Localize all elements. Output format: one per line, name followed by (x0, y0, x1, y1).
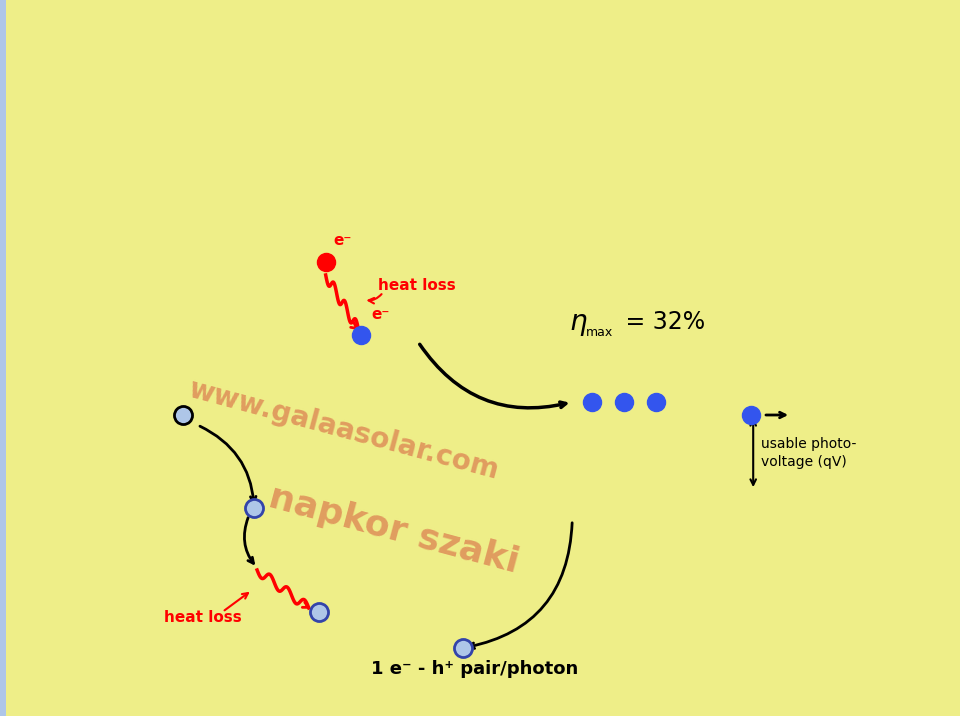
Text: max: max (587, 326, 613, 339)
Text: www.galaasolar.com: www.galaasolar.com (185, 375, 502, 485)
Text: heat loss: heat loss (163, 611, 241, 626)
FancyBboxPatch shape (167, 128, 910, 683)
Text: e⁻: e⁻ (372, 307, 390, 322)
Text: heat loss: heat loss (378, 278, 456, 293)
Text: 1 e⁻ - h⁺ pair/photon: 1 e⁻ - h⁺ pair/photon (372, 660, 579, 678)
Text: n-type: n-type (629, 453, 679, 468)
Text: η: η (569, 308, 587, 336)
FancyBboxPatch shape (164, 0, 960, 120)
Text: napkor szaki: napkor szaki (265, 480, 522, 580)
Text: p-type: p-type (299, 488, 348, 503)
Text: Conventional PV Cell: Conventional PV Cell (364, 208, 592, 228)
Text: 19/65: 19/65 (890, 685, 947, 705)
FancyBboxPatch shape (294, 645, 657, 693)
Text: Energy: Energy (215, 360, 229, 420)
FancyBboxPatch shape (244, 135, 711, 250)
Text: Az alap probléma: alacsony hatásfok (nagy
veszteség): Az alap probléma: alacsony hatásfok (nag… (275, 27, 850, 89)
Text: hν: hν (259, 403, 284, 421)
Text: usable photo-
voltage (qV): usable photo- voltage (qV) (761, 437, 856, 469)
Text: DOE: DOE (11, 151, 96, 185)
Text: = 32%: = 32% (618, 310, 705, 334)
Text: e⁻: e⁻ (334, 233, 352, 248)
Text: Hagyományos napelem cella: Hagyományos napelem cella (310, 164, 646, 185)
Text: NREL: NREL (100, 40, 169, 64)
